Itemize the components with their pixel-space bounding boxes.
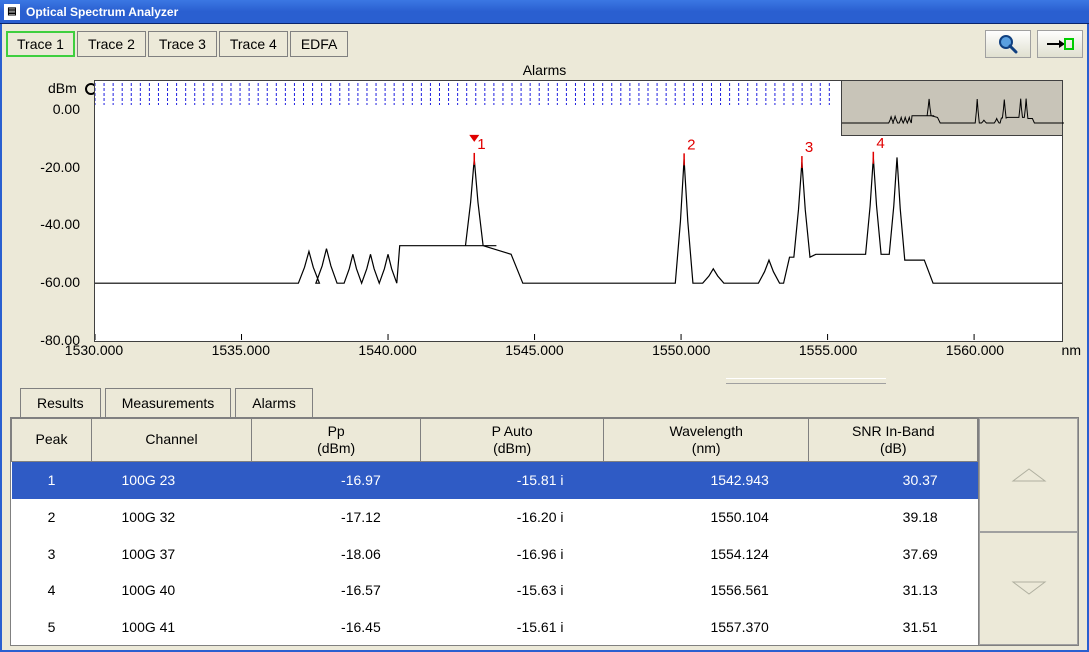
y-tick-label: -20.00 [40,159,80,175]
trace-tab[interactable]: EDFA [290,31,349,57]
table-cell: -18.06 [252,535,421,572]
x-tick-label: 1545.000 [505,342,563,358]
window-title: Optical Spectrum Analyzer [26,5,178,19]
table-cell: -15.61 i [421,608,604,645]
table-row[interactable]: 4100G 40-16.57-15.63 i1556.56131.13 [12,572,978,609]
trace-tab[interactable]: Trace 2 [77,31,146,57]
client-area: Trace 1Trace 2Trace 3Trace 4EDFA Alarms … [0,24,1089,652]
table-cell: 2 [12,499,92,536]
table-scroll-buttons [978,418,1078,645]
trace-tab[interactable]: Trace 4 [219,31,288,57]
x-tick-label: 1530.000 [65,342,123,358]
trace-tab[interactable]: Trace 3 [148,31,217,57]
export-icon [1045,35,1075,53]
table-cell: 1 [12,461,92,499]
x-axis-labels: 1530.0001535.0001540.0001545.0001550.000… [94,342,1063,362]
table-cell: -16.97 [252,461,421,499]
table-cell: 3 [12,535,92,572]
app-icon: ▤ [4,4,20,20]
trace-tabs: Trace 1Trace 2Trace 3Trace 4EDFA [6,28,1083,60]
column-header[interactable]: Wavelength(nm) [604,419,809,462]
x-tick-label: 1550.000 [652,342,710,358]
table-cell: 1556.561 [604,572,809,609]
export-button[interactable] [1037,30,1083,58]
results-tab[interactable]: Alarms [235,388,313,417]
table-cell: -15.63 i [421,572,604,609]
y-axis-labels: 0.00-20.00-40.00-60.00-80.00 [6,80,86,342]
x-tick-label: 1560.000 [946,342,1004,358]
y-tick-label: -40.00 [40,216,80,232]
table-cell: 31.51 [809,608,978,645]
table-cell: 37.69 [809,535,978,572]
table-cell: 100G 37 [92,535,252,572]
plot[interactable]: 1 2 3 4 [94,80,1063,342]
magnifier-icon [997,33,1019,55]
table-cell: 1550.104 [604,499,809,536]
x-tick-label: 1535.000 [212,342,270,358]
column-header[interactable]: Pp(dBm) [252,419,421,462]
chart-area: Alarms dBm 0.00-20.00-40.00-60.00-80.00 … [6,62,1083,372]
results-tabs: ResultsMeasurementsAlarms [6,388,1083,417]
svg-text:1: 1 [477,136,485,153]
column-header[interactable]: Peak [12,419,92,462]
magnifier-button[interactable] [985,30,1031,58]
column-header[interactable]: SNR In-Band(dB) [809,419,978,462]
table-cell: 4 [12,572,92,609]
results-tab[interactable]: Measurements [105,388,232,417]
table-cell: 100G 40 [92,572,252,609]
table-row[interactable]: 2100G 32-17.12-16.20 i1550.10439.18 [12,499,978,536]
results-tab[interactable]: Results [20,388,101,417]
column-header[interactable]: P Auto(dBm) [421,419,604,462]
alarms-header: Alarms [523,62,567,78]
svg-text:4: 4 [876,135,884,152]
inset-overview[interactable] [841,80,1063,136]
y-tick-label: -60.00 [40,274,80,290]
triangle-up-icon [1009,465,1049,485]
table-cell: 31.13 [809,572,978,609]
table-row[interactable]: 5100G 41-16.45-15.61 i1557.37031.51 [12,608,978,645]
table-row[interactable]: 3100G 37-18.06-16.96 i1554.12437.69 [12,535,978,572]
scroll-down-button[interactable] [979,532,1078,646]
results-table-wrap: PeakChannelPp(dBm)P Auto(dBm)Wavelength(… [10,417,1079,646]
table-cell: 100G 23 [92,461,252,499]
table-cell: -16.20 i [421,499,604,536]
svg-text:3: 3 [805,139,813,156]
table-cell: 100G 32 [92,499,252,536]
x-tick-label: 1555.000 [799,342,857,358]
titlebar: ▤ Optical Spectrum Analyzer [0,0,1089,24]
table-cell: 100G 41 [92,608,252,645]
table-cell: 5 [12,608,92,645]
trace-tab[interactable]: Trace 1 [6,31,75,57]
y-tick-label: 0.00 [53,101,80,117]
table-cell: -16.57 [252,572,421,609]
table-cell: 1554.124 [604,535,809,572]
triangle-down-icon [1009,578,1049,598]
table-cell: -15.81 i [421,461,604,499]
table-cell: 1557.370 [604,608,809,645]
x-axis-unit: nm [1062,342,1081,358]
splitter[interactable] [726,378,886,384]
table-row[interactable]: 1100G 23-16.97-15.81 i1542.94330.37 [12,461,978,499]
x-tick-label: 1540.000 [358,342,416,358]
table-cell: -16.45 [252,608,421,645]
table-cell: -16.96 i [421,535,604,572]
table-cell: 39.18 [809,499,978,536]
table-cell: -17.12 [252,499,421,536]
svg-text:2: 2 [687,136,695,153]
scroll-up-button[interactable] [979,418,1078,532]
table-cell: 30.37 [809,461,978,499]
table-cell: 1542.943 [604,461,809,499]
results-table: PeakChannelPp(dBm)P Auto(dBm)Wavelength(… [11,418,978,645]
column-header[interactable]: Channel [92,419,252,462]
